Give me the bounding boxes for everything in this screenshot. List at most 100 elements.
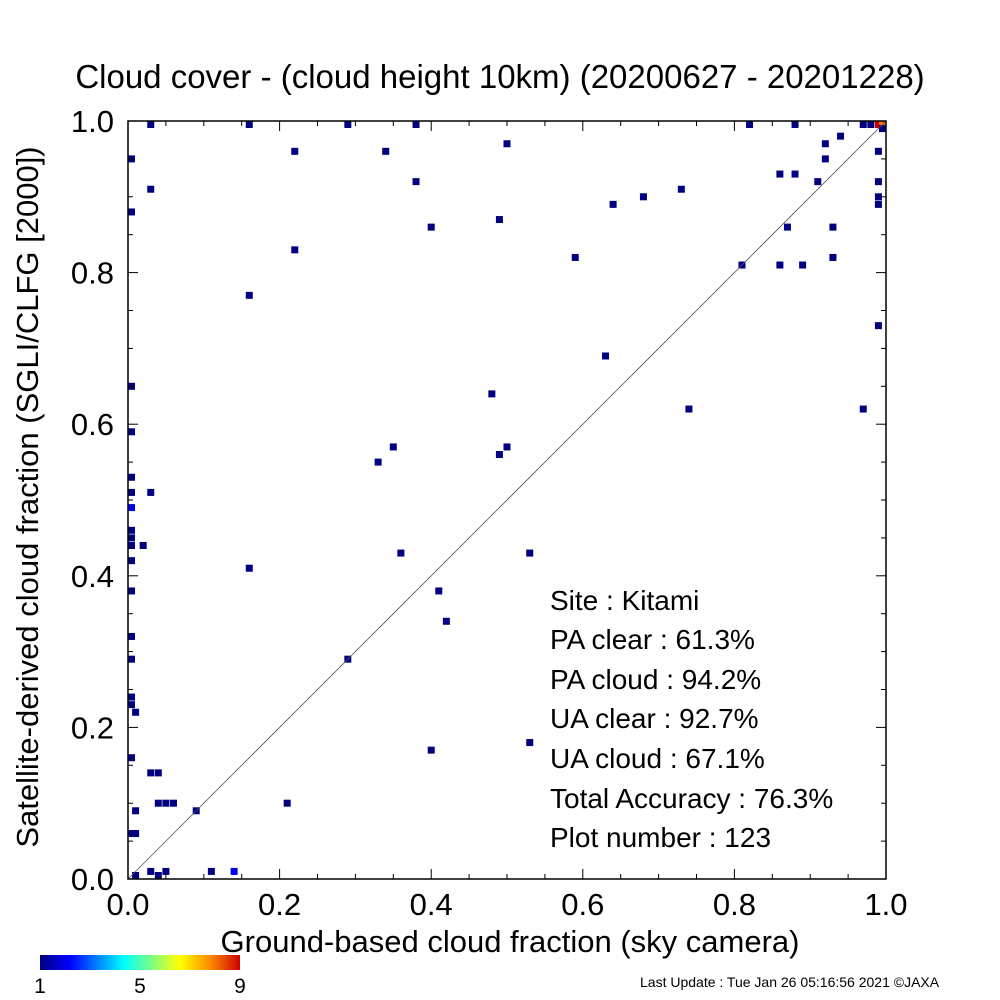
data-cell: [291, 147, 299, 155]
data-cell: [427, 746, 435, 754]
data-cell: [859, 121, 867, 128]
y-tick-label: 0.8: [71, 256, 114, 291]
data-cell: [132, 708, 140, 716]
pa-clear: PA clear : 61.3%: [550, 624, 755, 655]
x-tick-label: 0.0: [106, 887, 149, 922]
data-cell: [245, 291, 253, 299]
colorbar: 1 5 9: [34, 955, 246, 998]
data-cell: [397, 549, 405, 557]
x-tick-label: 0.4: [410, 887, 453, 922]
data-cell: [128, 557, 135, 565]
data-cell: [791, 170, 799, 178]
last-update: Last Update : Tue Jan 26 05:16:56 2021 ©…: [640, 974, 940, 990]
data-cell: [503, 140, 511, 148]
data-cell: [442, 617, 450, 625]
data-cell: [791, 121, 799, 128]
data-cell: [128, 754, 135, 762]
data-cell: [427, 223, 435, 231]
data-cell: [495, 451, 503, 459]
data-cell: [746, 121, 754, 128]
data-cell: [147, 185, 155, 193]
data-cell: [874, 178, 882, 186]
site-label: Site : Kitami: [550, 585, 699, 616]
data-cell: [503, 443, 511, 451]
ua-clear: UA clear : 92.7%: [550, 703, 759, 734]
data-cell: [154, 769, 162, 777]
data-cell: [147, 867, 155, 875]
x-tick-label: 1.0: [864, 887, 907, 922]
colorbar-tick-label: 9: [234, 975, 246, 998]
y-tick-label: 0.6: [71, 407, 114, 442]
data-cell: [154, 872, 162, 879]
data-cell: [821, 155, 829, 163]
data-cell: [207, 867, 215, 875]
y-tick-label: 1.0: [71, 104, 114, 139]
x-tick-label: 0.2: [258, 887, 301, 922]
data-cell: [495, 216, 503, 224]
data-cell: [132, 830, 140, 838]
data-cell: [829, 253, 837, 261]
data-cell: [139, 541, 147, 549]
data-cell: [859, 405, 867, 413]
data-cell: [412, 121, 420, 128]
data-cell: [344, 121, 352, 128]
data-cell: [230, 867, 238, 875]
colorbar-tick-label: 5: [134, 975, 146, 998]
data-cell: [162, 867, 170, 875]
data-cell: [829, 223, 837, 231]
colorbar-gradient: [40, 955, 240, 970]
one-to-one-line: [127, 120, 887, 880]
data-cell: [128, 208, 135, 216]
data-cell: [128, 693, 135, 701]
data-cell: [154, 799, 162, 807]
data-cell: [879, 125, 886, 133]
data-cell: [821, 140, 829, 148]
chart-title: Cloud cover - (cloud height 10km) (20200…: [75, 58, 924, 95]
data-cell: [609, 200, 617, 208]
data-cell: [874, 193, 882, 201]
y-axis-label: Satellite-derived cloud fraction (SGLI/C…: [10, 146, 45, 847]
data-cell: [776, 170, 784, 178]
data-cell: [685, 405, 693, 413]
data-cell: [639, 193, 647, 201]
ua-cloud: UA cloud : 67.1%: [550, 743, 765, 774]
data-cell: [488, 390, 496, 398]
data-cell: [128, 701, 135, 709]
data-cell: [128, 473, 135, 481]
data-cell: [814, 178, 822, 186]
data-cell: [245, 121, 253, 128]
y-tick-label: 0.2: [71, 710, 114, 745]
y-tick-label: 0.4: [71, 559, 114, 594]
data-cell: [128, 541, 135, 549]
data-cell: [571, 253, 579, 261]
data-cell: [128, 655, 135, 663]
x-axis-label: Ground-based cloud fraction (sky camera): [221, 924, 800, 959]
data-cell: [147, 769, 155, 777]
data-cell: [602, 352, 610, 360]
data-cell: [291, 246, 299, 254]
data-cell: [128, 504, 135, 512]
data-cell: [837, 132, 845, 140]
data-cell: [132, 807, 140, 815]
data-cell: [128, 632, 135, 640]
data-cell: [162, 799, 170, 807]
data-cell: [412, 178, 420, 186]
data-cell: [147, 121, 155, 128]
stats-box: Site : Kitami PA clear : 61.3% PA cloud …: [550, 585, 833, 853]
data-cell: [132, 872, 140, 879]
x-tick-label: 0.8: [713, 887, 756, 922]
data-cell: [283, 799, 291, 807]
data-cell: [874, 200, 882, 208]
y-axis: 0.0 0.2 0.4 0.6 0.8 1.0: [71, 104, 886, 897]
data-cell: [874, 147, 882, 155]
data-cell: [783, 223, 791, 231]
data-cell: [382, 147, 390, 155]
data-cell: [128, 526, 135, 534]
data-cell: [128, 428, 135, 436]
data-cell: [799, 261, 807, 269]
data-cell: [128, 830, 135, 838]
data-cell: [435, 587, 443, 595]
data-cell: [526, 549, 534, 557]
data-cell: [867, 121, 875, 128]
x-axis: 0.0 0.2 0.4 0.6 0.8 1.0: [106, 121, 908, 922]
